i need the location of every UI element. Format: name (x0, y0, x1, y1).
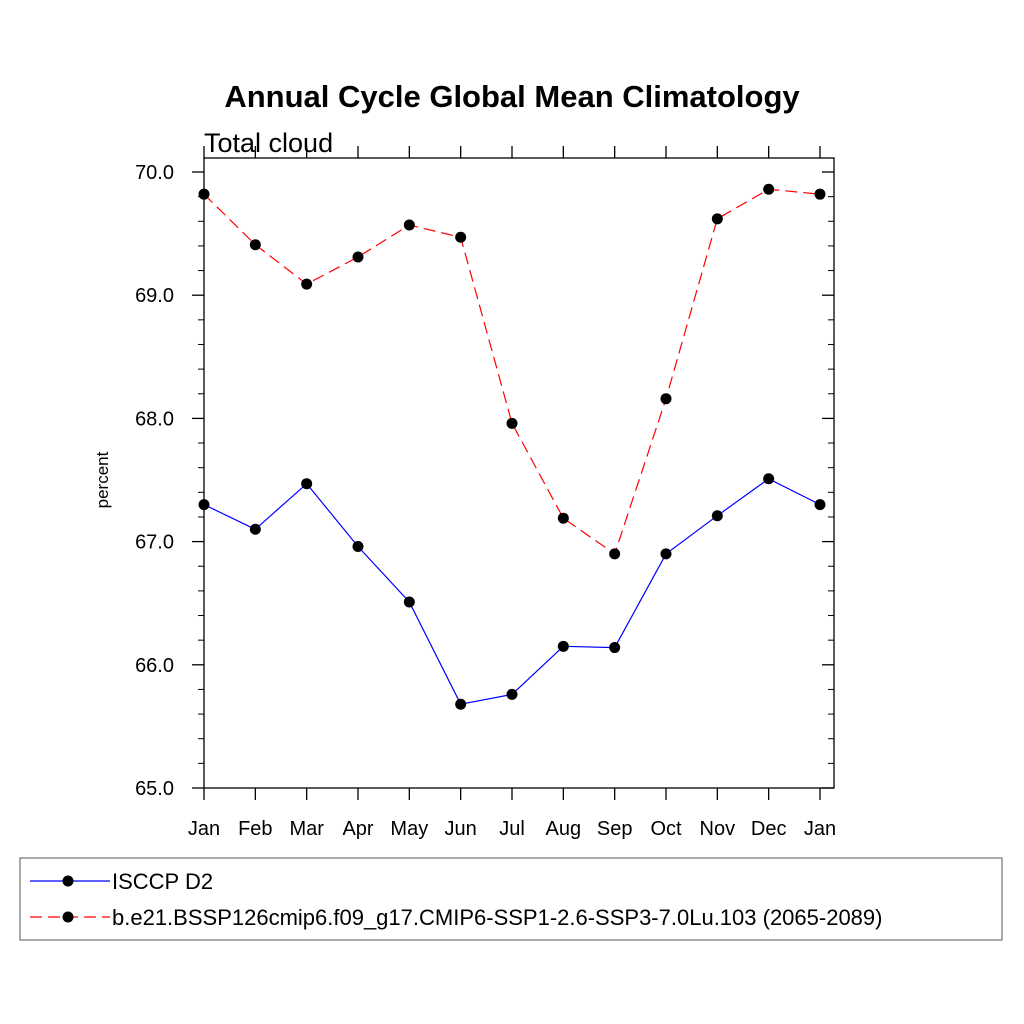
x-tick-label: Feb (238, 818, 272, 840)
y-tick-label: 68.0 (135, 408, 174, 430)
series-2-point (557, 512, 569, 524)
series-2-point (301, 278, 313, 290)
x-tick-label: Jun (445, 818, 477, 840)
series-2-point (352, 251, 364, 263)
x-tick-label: Aug (546, 818, 582, 840)
x-tick-label: Mar (289, 818, 324, 840)
series-1-point (660, 548, 672, 560)
series-1-point (506, 688, 518, 700)
legend-label-1: ISCCP D2 (112, 869, 213, 894)
x-tick-label: Dec (751, 818, 787, 840)
series-2-point (506, 417, 518, 429)
series-2-point (814, 188, 826, 200)
legend: ISCCP D2 b.e21.BSSP126cmip6.f09_g17.CMIP6… (19, 857, 1003, 941)
x-tick-label: Jan (804, 818, 836, 840)
series-2-point (403, 219, 415, 231)
series-2-point (249, 239, 261, 251)
y-tick-label: 69.0 (135, 285, 174, 307)
x-tick-label: May (390, 818, 428, 840)
x-tick-label: Apr (342, 818, 373, 840)
series-1-point (301, 478, 313, 490)
series-line-1 (203, 478, 821, 705)
series-1-point (403, 596, 415, 608)
x-tick-label: Oct (650, 818, 682, 840)
y-tick-label: 66.0 (135, 655, 174, 677)
series-line-2 (203, 188, 821, 555)
legend-marker-2 (62, 911, 74, 923)
x-tick-label: Nov (700, 818, 736, 840)
series-2-point (660, 393, 672, 405)
x-tick-label: Jul (499, 818, 525, 840)
y-tick-label: 65.0 (135, 778, 174, 800)
y-tick-label: 70.0 (135, 162, 174, 184)
legend-marker-1 (62, 875, 74, 887)
series-1-point (557, 640, 569, 652)
y-tick-label: 67.0 (135, 532, 174, 554)
chart-subtitle: Total cloud (204, 128, 333, 158)
x-tick-label: Sep (597, 818, 633, 840)
series-2-point (198, 188, 210, 200)
series-1-point (814, 499, 826, 511)
series-2-point (609, 548, 621, 560)
plot-frame (203, 157, 835, 789)
legend-box (19, 857, 1003, 941)
series-2-point (455, 231, 467, 243)
series-1-point (249, 523, 261, 535)
series-1-point (455, 698, 467, 710)
series-2-point (763, 183, 775, 195)
series-1-point (198, 499, 210, 511)
series-1-point (352, 541, 364, 553)
y-axis-label: percent (93, 451, 112, 508)
series-2-point (711, 213, 723, 225)
series-1-point (609, 642, 621, 654)
series-1-point (711, 510, 723, 522)
chart-title: Annual Cycle Global Mean Climatology (224, 79, 800, 114)
x-tick-label: Jan (188, 818, 220, 840)
legend-label-2: b.e21.BSSP126cmip6.f09_g17.CMIP6-SSP1-2.… (112, 905, 882, 930)
series-1-point (763, 473, 775, 485)
